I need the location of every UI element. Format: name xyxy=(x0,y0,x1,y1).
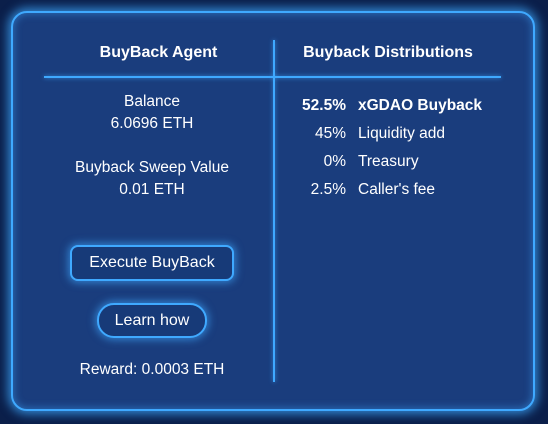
balance-label: Balance xyxy=(123,93,180,110)
distribution-label: xGDAO Buyback xyxy=(358,97,483,114)
distribution-percent: 2.5% xyxy=(310,181,346,198)
column-divider xyxy=(273,40,275,382)
distribution-row-xgdao-buyback: 52.5% xGDAO Buyback xyxy=(285,95,505,117)
distributions-title: Buyback Distributions xyxy=(303,44,473,61)
header-divider xyxy=(44,76,501,78)
balance-stat: Balance 6.0696 ETH xyxy=(44,91,260,135)
distribution-label: Liquidity add xyxy=(358,125,446,142)
sweep-value-stat: Buyback Sweep Value 0.01 ETH xyxy=(44,157,260,201)
distribution-percent: 52.5% xyxy=(302,97,346,114)
distribution-row-liquidity-add: 45% Liquidity add xyxy=(285,123,505,145)
distribution-label: Caller's fee xyxy=(358,181,436,198)
distribution-row-callers-fee: 2.5% Caller's fee xyxy=(285,179,505,201)
distribution-percent: 45% xyxy=(314,125,346,142)
sweep-value-amount: 0.01 ETH xyxy=(119,181,185,198)
agent-title: BuyBack Agent xyxy=(99,44,218,61)
distribution-percent: 0% xyxy=(323,153,346,170)
balance-value: 6.0696 ETH xyxy=(110,115,194,132)
sweep-value-label: Buyback Sweep Value xyxy=(75,159,229,176)
reward-text: Reward: 0.0003 ETH xyxy=(79,361,225,378)
distribution-label: Treasury xyxy=(358,153,419,170)
learn-how-button[interactable]: Learn how xyxy=(97,303,207,338)
execute-buyback-button[interactable]: Execute BuyBack xyxy=(70,245,234,281)
distribution-row-treasury: 0% Treasury xyxy=(285,151,505,173)
